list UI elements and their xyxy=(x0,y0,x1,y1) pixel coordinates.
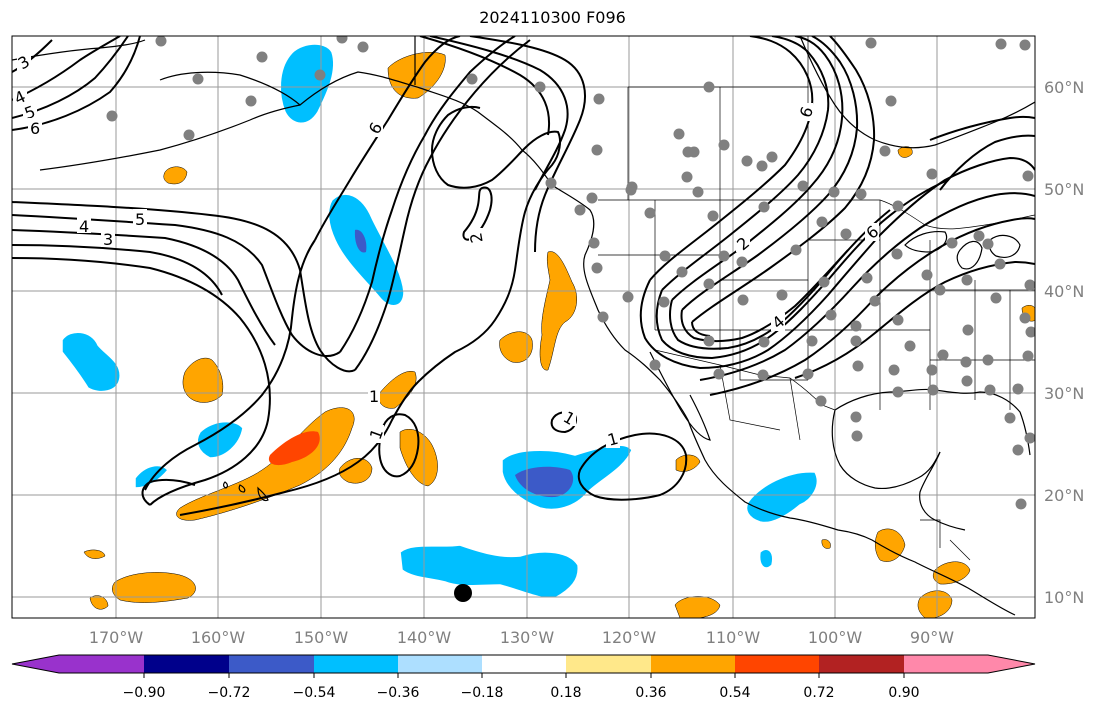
lon-label: 90°W xyxy=(910,628,954,647)
colorbar-tick-label: −0.18 xyxy=(461,685,504,701)
colorbar-segment xyxy=(904,655,988,673)
small-negative-anomaly-4 xyxy=(758,548,774,569)
colorbar-outline xyxy=(11,654,1036,674)
contour-lines xyxy=(12,36,1035,516)
contour-label: 5 xyxy=(135,210,145,229)
west-pacific-negative-anomaly xyxy=(61,331,121,393)
colorbar-tick-label: 0.72 xyxy=(803,685,834,701)
positive-anomaly-13 xyxy=(875,528,906,562)
gulf-strong-negative-anomaly xyxy=(354,229,367,253)
lon-label: 170°W xyxy=(89,628,144,647)
positive-anomaly-11 xyxy=(83,549,106,559)
colorbar-tick-label: 0.90 xyxy=(888,685,919,701)
graticule xyxy=(12,36,1035,618)
map-background xyxy=(12,36,1035,618)
station-markers xyxy=(106,36,1035,510)
positive-anomaly-16 xyxy=(675,454,701,472)
lat-label: 60°N xyxy=(1044,78,1084,97)
small-negative-anomaly-3 xyxy=(745,471,819,524)
contour-label: 3 xyxy=(103,230,113,249)
positive-anomaly-15 xyxy=(917,590,953,618)
subtropical-strong-positive-anomaly xyxy=(268,431,320,466)
lon-label: 110°W xyxy=(706,628,761,647)
colorbar-segment xyxy=(314,655,398,673)
positive-anomaly-3 xyxy=(499,331,533,363)
colorbar-segment xyxy=(735,655,819,673)
colorbar-tick-label: −0.36 xyxy=(377,685,420,701)
colorbar-tick-label: 0.36 xyxy=(635,685,666,701)
colorbar-tick-label: 0.54 xyxy=(719,685,750,701)
lon-label: 160°W xyxy=(191,628,246,647)
positive-anomaly-6 xyxy=(377,370,417,409)
contour-label: 1 xyxy=(606,429,621,450)
colorbar-segment xyxy=(651,655,735,673)
lon-label: 140°W xyxy=(397,628,452,647)
colorbar-segment xyxy=(59,655,144,673)
lat-label: 10°N xyxy=(1044,588,1084,607)
lon-label: 150°W xyxy=(294,628,349,647)
lat-label: 40°N xyxy=(1044,282,1084,301)
small-negative-anomaly-2 xyxy=(134,464,170,489)
alaska-negative-anomaly xyxy=(279,43,335,124)
colorbar-tick-label: −0.90 xyxy=(123,685,166,701)
lon-label: 130°W xyxy=(500,628,555,647)
small-negative-anomaly-1 xyxy=(196,420,244,459)
contour-label: 1 xyxy=(369,387,379,406)
positive-anomaly-7 xyxy=(182,357,224,403)
map-title: 2024110300 F096 xyxy=(479,8,626,27)
colorbar-tick-label: 0.18 xyxy=(550,685,581,701)
lat-label: 30°N xyxy=(1044,384,1084,403)
positive-anomaly-10 xyxy=(89,595,109,610)
contour-label: 2 xyxy=(466,231,486,244)
colorbar-tick-label: −0.54 xyxy=(293,685,336,701)
colorbar: −0.90 −0.72 −0.54 −0.36 −0.18 0.18 0.36 … xyxy=(11,654,1036,701)
colorbar-min-extend xyxy=(12,655,59,673)
lat-label: 20°N xyxy=(1044,486,1084,505)
colorbar-segment xyxy=(229,655,314,673)
contour-label-group: 3 4 5 6 4 5 3 6 1 1 1 1 6 6 xyxy=(12,52,882,450)
positive-anomaly-14 xyxy=(932,561,971,585)
positive-anomaly-9 xyxy=(112,572,196,603)
longitude-labels: 170°W 160°W 150°W 140°W 130°W 120°W 110°… xyxy=(89,628,954,647)
colorbar-segment xyxy=(566,655,651,673)
colorbar-tick-label: −0.72 xyxy=(208,685,251,701)
map-frame xyxy=(11,35,1036,619)
colorbar-segment xyxy=(398,655,482,673)
highlight-marker xyxy=(454,584,472,602)
colorbar-segment xyxy=(482,655,566,673)
subtropical-strong-negative-anomaly xyxy=(515,466,574,498)
colorbar-segment xyxy=(819,655,904,673)
positive-anomaly-5 xyxy=(339,458,373,484)
equatorial-negative-anomaly xyxy=(399,544,579,599)
lat-label: 50°N xyxy=(1044,180,1084,199)
colorbar-segment xyxy=(144,655,229,673)
shaded-fields xyxy=(61,43,1035,618)
contour-label: 6 xyxy=(30,119,40,138)
latitude-labels: 60°N 50°N 40°N 30°N 20°N 10°N xyxy=(1044,78,1084,607)
lon-label: 100°W xyxy=(808,628,863,647)
positive-anomaly-19 xyxy=(821,539,831,549)
colorbar-max-extend xyxy=(988,655,1035,673)
positive-anomaly-12 xyxy=(674,596,721,618)
contour-label: 4 xyxy=(79,217,89,236)
positive-anomaly-2 xyxy=(539,251,577,371)
lon-label: 120°W xyxy=(602,628,657,647)
positive-anomaly-8 xyxy=(163,166,188,185)
